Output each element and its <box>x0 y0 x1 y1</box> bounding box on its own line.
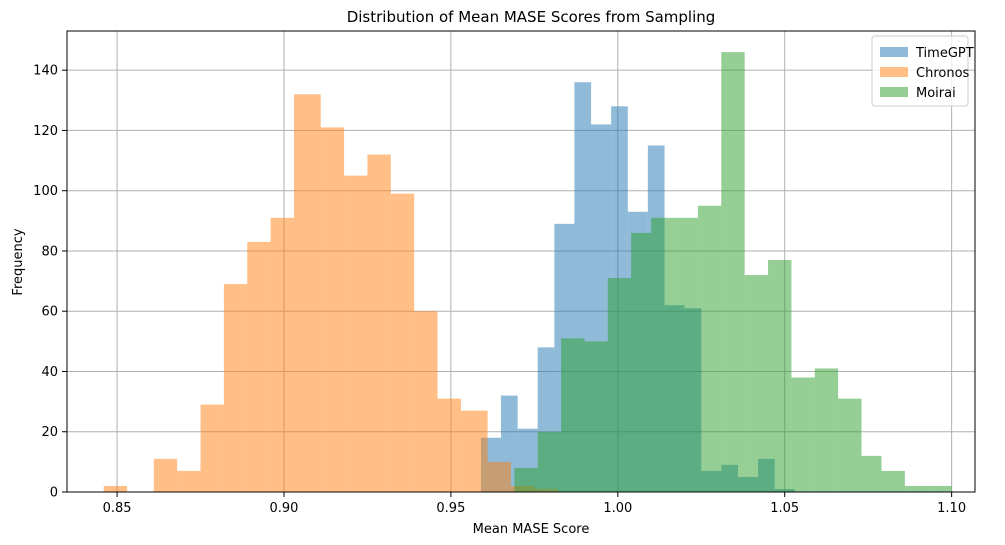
chronos-bar-7 <box>270 217 294 492</box>
y-tick-label-3: 60 <box>41 305 58 320</box>
moirai-bar-3 <box>584 341 608 492</box>
moirai-bar-10 <box>744 275 769 492</box>
moirai-bar-17 <box>904 485 929 492</box>
moirai-bar-16 <box>881 470 905 492</box>
plot-frame <box>66 30 976 493</box>
chronos-bar-8 <box>294 94 321 493</box>
moirai-bar-8 <box>697 205 722 492</box>
legend-label-timegpt: TimeGPT <box>915 46 974 61</box>
moirai-bar-14 <box>838 398 862 492</box>
chronos-bar-10 <box>344 175 368 493</box>
chronos-bar-4 <box>200 404 224 492</box>
chronos-bar-15 <box>460 410 488 492</box>
chronos-bar-12 <box>390 193 415 493</box>
histogram-bars <box>103 52 952 493</box>
y-axis-ticks: 0 20 40 60 80 100 120 140 <box>33 64 67 501</box>
moirai-bar-13 <box>814 368 839 492</box>
x-tick-label-4: 1.05 <box>770 501 799 516</box>
chronos-bar-14 <box>437 398 461 492</box>
chronos-bar-2 <box>153 458 178 492</box>
y-tick-label-4: 80 <box>41 244 58 259</box>
legend-label-chronos: Chronos <box>916 66 970 81</box>
moirai-bar-7 <box>674 217 698 492</box>
chronos-bar-5 <box>223 284 248 492</box>
x-axis-ticks: 0.85 0.90 0.95 1.00 1.05 1.10 <box>103 492 966 516</box>
chart-title: Distribution of Mean MASE Scores from Sa… <box>347 8 716 26</box>
x-tick-label-1: 0.90 <box>270 501 299 516</box>
y-tick-label-5: 100 <box>33 184 58 199</box>
y-axis-label: Frequency <box>11 228 26 295</box>
legend-swatch-timegpt <box>880 47 908 57</box>
x-tick-label-2: 0.95 <box>436 501 465 516</box>
chronos-bar-6 <box>247 241 271 492</box>
moirai-bar-5 <box>631 232 652 492</box>
moirai-bar-9 <box>721 52 745 493</box>
legend-swatch-chronos <box>880 67 908 77</box>
legend-swatch-moirai <box>880 87 908 97</box>
x-tick-label-0: 0.85 <box>103 501 132 516</box>
moirai-bar-12 <box>791 377 815 492</box>
chronos-bar-0 <box>103 485 128 492</box>
chronos-bar-16 <box>487 461 511 492</box>
x-axis-label: Mean MASE Score <box>473 522 590 537</box>
moirai-bar-1 <box>537 431 562 492</box>
x-tick-label-5: 1.10 <box>937 501 966 516</box>
moirai-bar-4 <box>607 278 632 492</box>
chronos-bar-11 <box>367 154 391 492</box>
legend-label-moirai: Moirai <box>916 86 956 101</box>
chronos-bar-9 <box>320 127 345 492</box>
y-tick-label-1: 20 <box>41 425 58 440</box>
moirai-bar-15 <box>861 455 882 492</box>
moirai-bar-2 <box>561 338 585 492</box>
y-tick-label-0: 0 <box>50 486 58 501</box>
chronos-bar-13 <box>414 311 438 492</box>
y-tick-label-2: 40 <box>41 365 58 380</box>
legend: TimeGPT Chronos Moirai <box>871 35 974 107</box>
moirai-bar-0 <box>514 467 538 492</box>
chronos-bar-3 <box>177 470 201 492</box>
moirai-bar-6 <box>651 217 675 492</box>
moirai-bar-18 <box>928 485 952 492</box>
grid <box>67 31 975 493</box>
moirai-bar-11 <box>768 259 792 492</box>
y-tick-label-7: 140 <box>33 64 58 79</box>
x-tick-label-3: 1.00 <box>603 501 632 516</box>
y-tick-label-6: 120 <box>33 124 58 139</box>
